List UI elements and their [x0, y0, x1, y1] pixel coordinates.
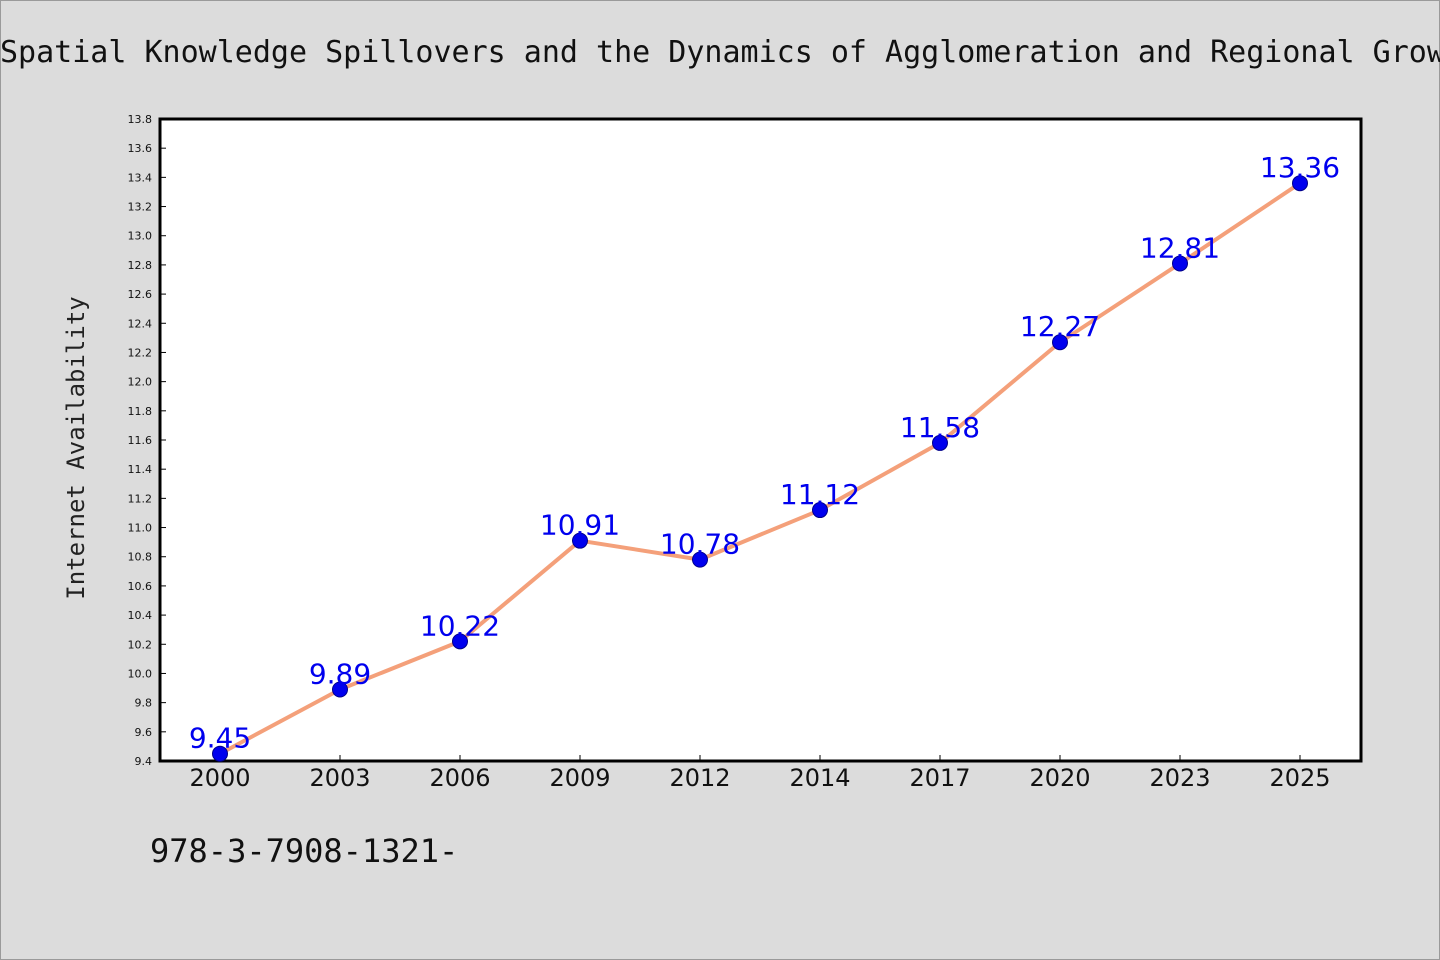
x-tick-label: 2023: [1149, 764, 1210, 792]
data-label: 11.12: [780, 478, 860, 511]
x-tick-label: 2006: [429, 764, 490, 792]
data-label: 13.36: [1260, 151, 1340, 184]
data-point: [932, 434, 948, 451]
y-tick-label: 13.4: [128, 171, 153, 184]
y-tick-label: 13.0: [128, 230, 153, 243]
data-label: 10.91: [540, 509, 620, 542]
y-axis-title: Internet Availability: [62, 296, 90, 599]
y-tick-label: 11.6: [128, 434, 153, 447]
y-tick-label: 12.4: [128, 317, 153, 330]
y-tick-label: 10.6: [128, 580, 153, 593]
y-tick-label: 10.4: [128, 609, 153, 622]
y-tick-label: 13.2: [128, 201, 153, 214]
y-tick-label: 12.8: [128, 259, 153, 272]
y-tick-label: 9.6: [135, 726, 153, 739]
x-tick-label: 2020: [1029, 764, 1090, 792]
y-tick-label: 11.8: [128, 405, 153, 418]
y-tick-label: 13.8: [128, 113, 153, 126]
x-tick-label: 2012: [669, 764, 730, 792]
data-point: [332, 681, 348, 698]
y-tick-label: 12.6: [128, 288, 153, 301]
x-tick-label: 2014: [789, 764, 850, 792]
data-label: 9.89: [309, 658, 371, 691]
y-tick-label: 10.8: [128, 551, 153, 564]
series-layer: 9.45 9.89 10.22 10.91 10.78 11.12 11.58 12.27 12…: [189, 151, 1340, 762]
x-tick-label: 2017: [909, 764, 970, 792]
data-label: 12.81: [1140, 231, 1220, 264]
x-tick-label: 2003: [309, 764, 370, 792]
data-point: [1172, 255, 1188, 272]
data-point: [572, 532, 588, 549]
y-tick-label: 13.6: [128, 142, 153, 155]
chart-title: Spatial Knowledge Spillovers and the Dyn…: [0, 35, 1440, 70]
y-tick-label: 12.2: [128, 346, 153, 359]
plot-area: [158, 117, 1363, 763]
data-point: [1292, 175, 1308, 192]
y-axis: 9.4 9.6 9.8 10.0 10.2 10.4 10.6 10.8 11.0 11.2 11.…: [128, 113, 166, 768]
data-label: 10.78: [660, 528, 740, 561]
data-point: [212, 745, 228, 762]
y-tick-label: 11.4: [128, 463, 153, 476]
data-point: [1052, 334, 1068, 351]
data-point: [452, 633, 468, 650]
y-tick-label: 10.2: [128, 638, 153, 651]
y-tick-label: 11.0: [128, 522, 153, 535]
y-tick-label: 11.2: [128, 492, 153, 505]
footer-code: 978-3-7908-1321-: [150, 832, 459, 870]
x-tick-label: 2009: [549, 764, 610, 792]
data-point: [812, 502, 828, 519]
y-tick-label: 10.0: [128, 667, 153, 680]
data-label: 10.22: [420, 609, 500, 642]
y-tick-label: 9.4: [135, 755, 153, 768]
series-line: [219, 181, 1302, 756]
x-tick-label: 2025: [1269, 764, 1330, 792]
y-tick-label: 12.0: [128, 376, 153, 389]
x-axis: 2000 2003 2006 2009 2012 2014 2017 2020 2023 2025: [189, 755, 1331, 792]
data-label: 12.27: [1020, 310, 1100, 343]
data-label: 11.58: [900, 411, 980, 444]
data-label: 9.45: [189, 722, 251, 755]
data-point: [692, 551, 708, 568]
y-tick-label: 9.8: [135, 697, 153, 710]
x-tick-label: 2000: [189, 764, 250, 792]
